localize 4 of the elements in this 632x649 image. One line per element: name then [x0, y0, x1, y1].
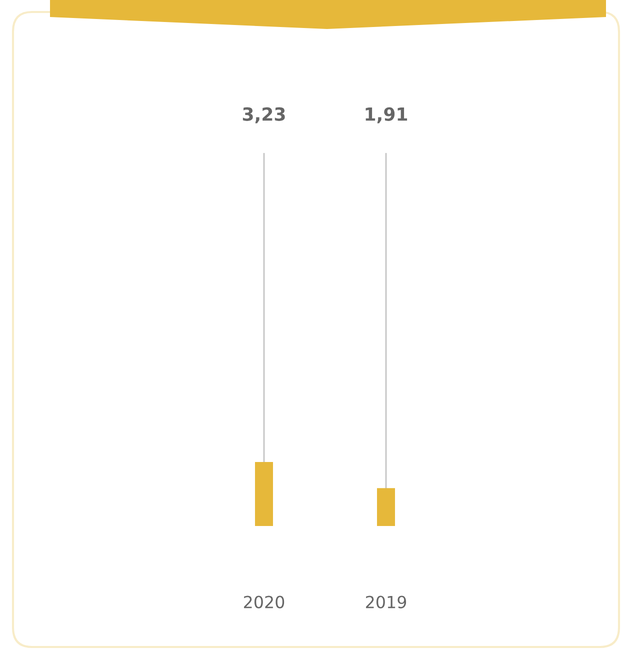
data-label: 3,23 — [242, 107, 285, 124]
x-tick-label: 2019 — [366, 596, 406, 608]
x-tick-label: 2020 — [244, 596, 284, 608]
data-label: 1,91 — [366, 107, 408, 124]
